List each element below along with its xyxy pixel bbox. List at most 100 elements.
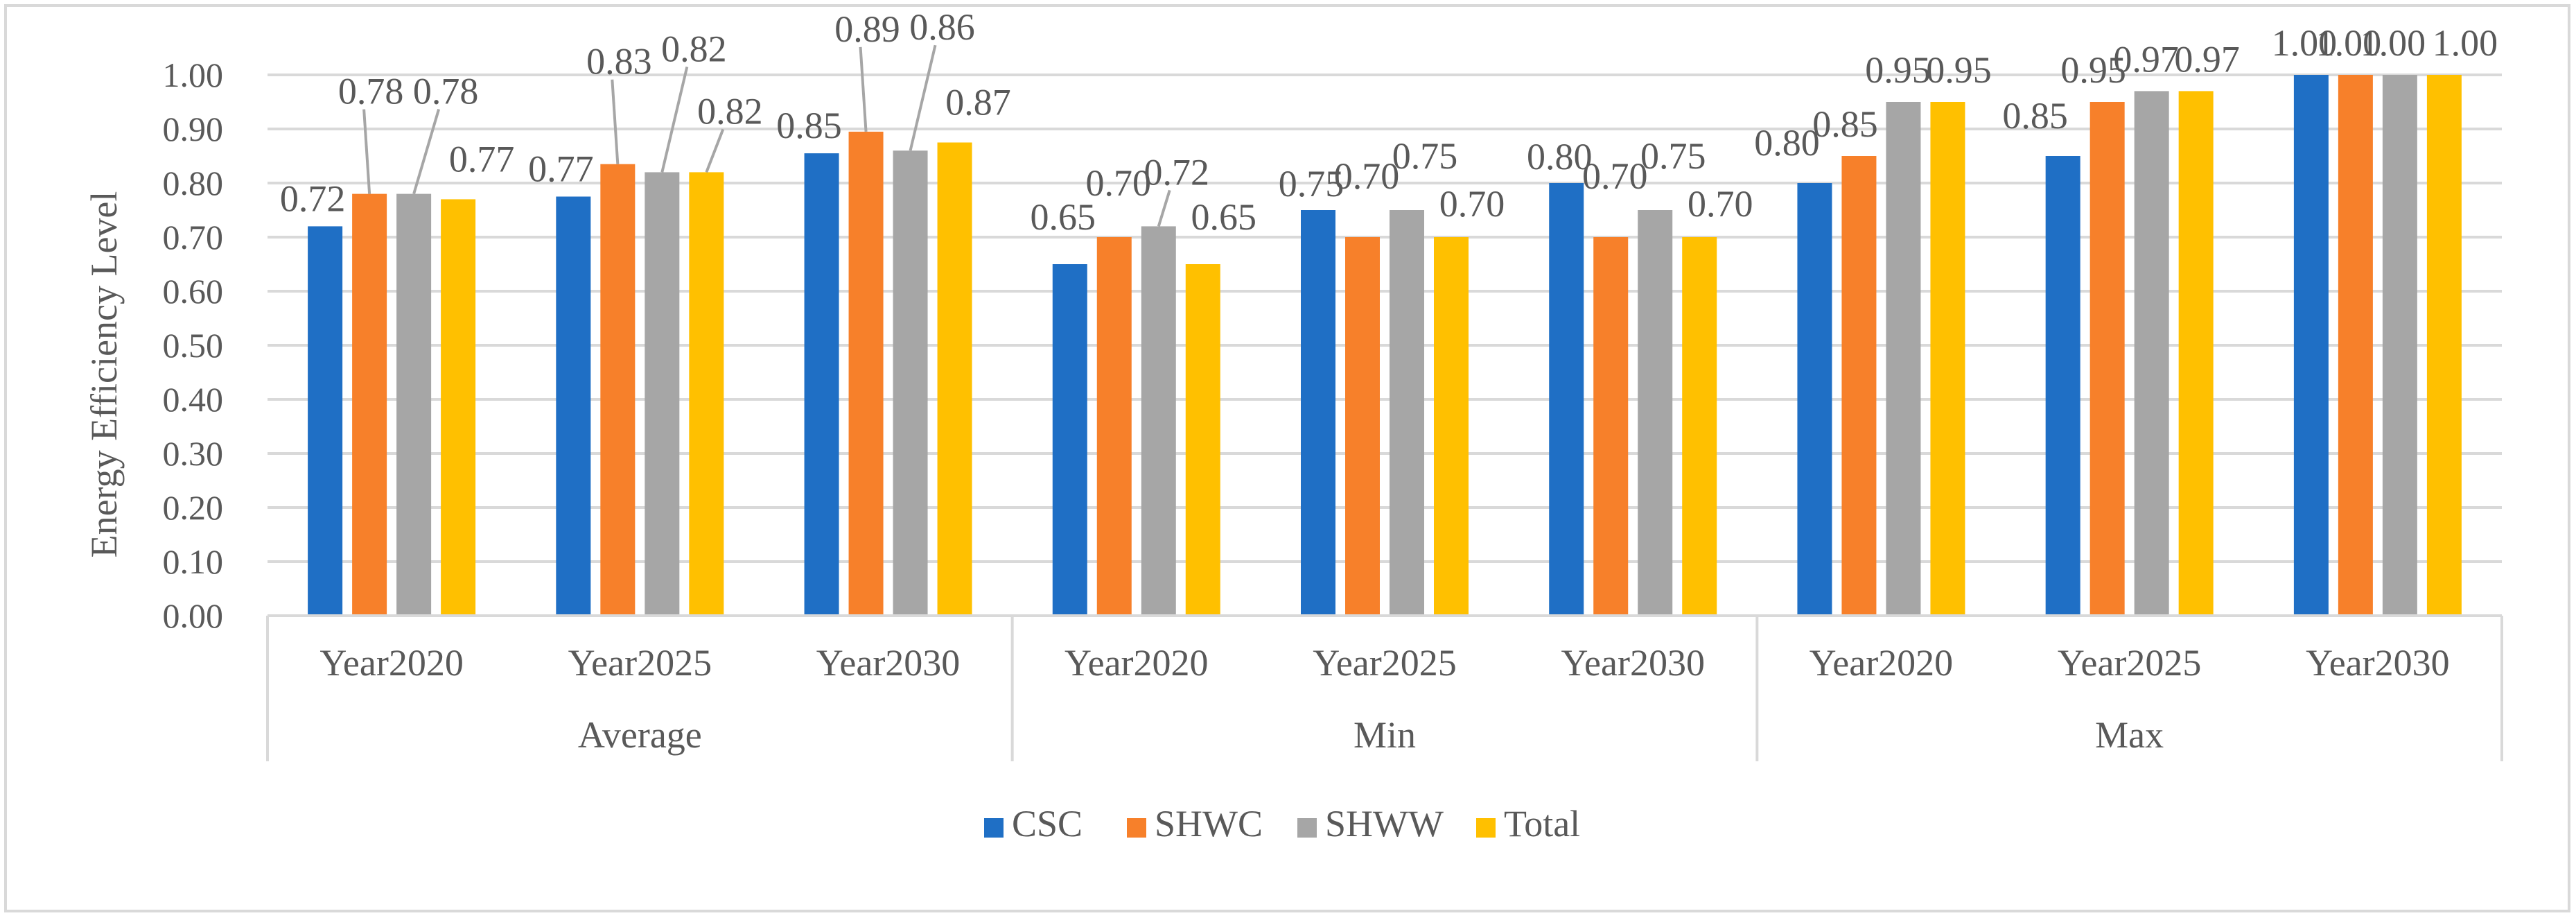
y-tick-label: 0.50 [163,326,224,365]
bar-csc-3 [1052,264,1087,616]
x-category-label: Year2030 [1561,642,1705,684]
data-label: 0.82 [661,28,727,69]
bar-csc-4 [1301,210,1335,616]
y-tick-label: 0.90 [163,110,224,148]
y-tick-label: 0.70 [163,218,224,257]
data-label: 0.70 [1439,183,1505,225]
legend-label: SHWC [1155,803,1263,845]
data-label: 0.72 [1144,151,1210,193]
data-label: 0.85 [776,105,842,146]
data-label: 1.00 [2316,22,2382,64]
data-label: 0.70 [1688,183,1753,225]
x-category-label: Year2025 [568,642,712,684]
data-label: 0.95 [1865,49,1931,91]
data-label: 0.80 [1527,136,1593,177]
bar-shww-4 [1390,210,1424,616]
data-label: 0.87 [945,82,1011,123]
bar-shwc-1 [600,164,636,616]
data-label: 0.72 [280,177,346,219]
data-label: 1.00 [2433,22,2498,64]
legend-label: CSC [1012,803,1083,845]
bar-total-7 [2178,91,2214,616]
bar-shwc-0 [352,193,387,616]
bar-shwc-6 [1841,156,1877,616]
gridlines [268,73,2502,563]
legend-swatch-csc [984,818,1004,838]
bar-shww-2 [893,150,928,616]
data-label: 0.82 [697,90,763,132]
bar-total-8 [2426,75,2462,616]
data-label: 0.70 [1582,155,1648,197]
y-tick-label: 0.60 [163,272,224,311]
data-label: 0.95 [1926,49,1992,91]
x-group-label: Max [2095,714,2164,756]
leader-line [412,109,441,195]
y-axis-title: Energy Efficiency Level [83,191,125,558]
data-label: 0.75 [1279,163,1344,205]
x-group-label: Min [1353,714,1416,756]
legend-label: SHWW [1325,803,1444,845]
y-tick-labels: 0.00 0.10 0.20 0.30 0.40 0.50 0.60 0.70 0.80 0.90… [163,55,224,635]
bar-total-6 [1930,102,1965,616]
bar-shww-8 [2382,75,2417,616]
data-label: 0.80 [1754,122,1820,164]
data-label: 0.85 [2002,95,2068,137]
bar-shwc-8 [2338,75,2373,616]
x-category-label: Year2025 [1313,642,1457,684]
leader-line [909,44,937,151]
bar-total-5 [1682,237,1717,616]
bar-total-0 [441,199,476,616]
legend-swatch-shww [1297,818,1317,838]
data-label: 0.89 [834,8,900,50]
bar-shww-7 [2134,91,2169,616]
x-category-label: Year2020 [1064,642,1209,684]
data-label: 0.97 [2113,38,2179,80]
bar-total-3 [1185,264,1220,616]
leader-line [362,109,371,194]
x-category-label: Year2025 [2058,642,2202,684]
data-labels: 0.72 0.77 0.85 0.65 0.75 0.80 0.80 0.85 1.00 0.78… [280,6,2498,238]
bar-shww-6 [1886,102,1921,616]
bar-csc-1 [556,196,591,616]
data-label: 0.97 [2174,38,2240,80]
x-category-label: Year2030 [2306,642,2450,684]
data-label: 0.75 [1640,135,1706,177]
bar-shwc-7 [2089,102,2125,616]
x-category-labels: Year2020 Year2025 Year2030 Year2020 Year2025… [319,642,2449,684]
bar-shwc-3 [1096,237,1132,616]
bar-shww-3 [1141,226,1176,616]
data-label: 0.78 [338,71,404,112]
y-tick-label: 0.10 [163,542,224,581]
data-label: 0.65 [1191,196,1257,238]
data-label: 0.77 [449,138,515,180]
data-label: 0.65 [1031,196,1096,238]
data-label: 0.75 [1392,135,1458,177]
bar-shwc-5 [1593,237,1629,616]
legend-swatch-shwc [1127,818,1146,838]
bar-shwc-4 [1345,237,1380,616]
data-label: 0.70 [1086,162,1152,204]
y-tick-label: 0.20 [163,488,224,527]
bar-shww-1 [645,172,680,616]
bar-csc-8 [2293,75,2329,616]
bar-csc-0 [308,226,343,616]
bar-shww-0 [396,193,432,616]
bar-csc-2 [804,153,839,616]
y-tick-label: 0.80 [163,164,224,202]
legend-swatch-total [1476,818,1496,838]
data-label: 1.00 [2360,22,2426,64]
data-label: 0.83 [586,41,652,83]
axes [266,614,2503,761]
label-leader-lines [362,44,1171,227]
data-label: 0.95 [2060,49,2126,91]
leader-line [611,79,620,164]
bar-shwc-2 [848,131,884,616]
data-label: 0.78 [413,71,479,112]
bar-shww-5 [1638,210,1673,616]
legend-label: Total [1504,803,1580,845]
data-label: 0.70 [1334,155,1400,197]
y-tick-label: 0.40 [163,380,224,419]
bar-total-2 [937,142,972,616]
y-tick-label: 0.30 [163,434,224,473]
